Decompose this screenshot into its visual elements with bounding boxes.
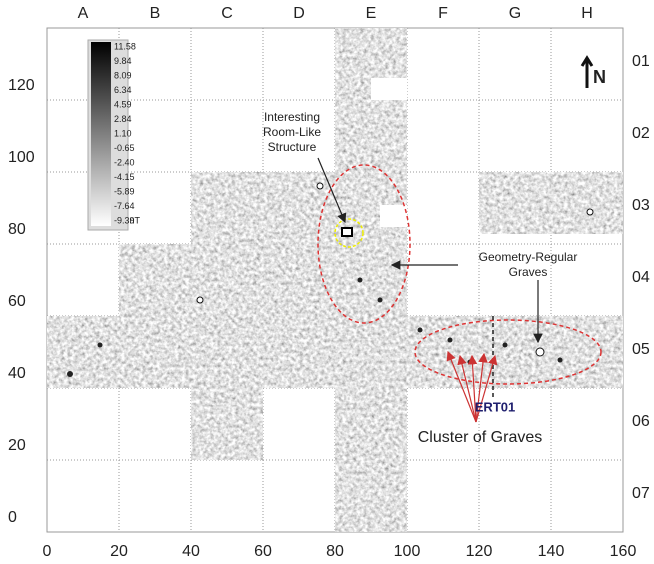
data-gap: [380, 205, 407, 227]
legend-label: -9.39: [114, 215, 135, 225]
legend-unit: nT: [129, 215, 140, 225]
colorbar: [91, 42, 111, 226]
survey-tiles: [47, 28, 623, 532]
x-tick-label: 100: [394, 543, 421, 560]
north-label: N: [593, 67, 606, 87]
column-label: C: [221, 5, 233, 22]
legend-label: -7.64: [114, 201, 135, 211]
x-tick-label: 40: [182, 543, 200, 560]
column-label: B: [150, 5, 161, 22]
annotation: Cluster of Graves: [418, 429, 542, 446]
column-label: H: [581, 5, 593, 22]
annotation: Interesting: [264, 110, 320, 124]
highlight-circle: [334, 218, 364, 248]
column-label: A: [78, 5, 89, 22]
y-tick-label: 60: [8, 293, 26, 310]
legend-label: -2.40: [114, 157, 135, 167]
legend-label: 1.10: [114, 128, 132, 138]
pointer-arrow: [317, 157, 347, 224]
annotation: Geometry-Regular: [479, 250, 578, 264]
x-tick-label: 140: [538, 543, 565, 560]
row-label: 03: [632, 197, 650, 214]
column-label: G: [509, 5, 521, 22]
y-tick-label: 40: [8, 365, 26, 382]
x-tick-label: 60: [254, 543, 272, 560]
y-tick-label: 20: [8, 437, 26, 454]
ert-label: ERT01: [475, 399, 515, 414]
highlight-ellipse: [414, 319, 602, 385]
row-label: 07: [632, 485, 650, 502]
y-tick-label: 80: [8, 221, 26, 238]
x-tick-label: 160: [610, 543, 637, 560]
data-gap: [371, 78, 407, 100]
row-label: 05: [632, 341, 650, 358]
anomalies: [196, 182, 594, 357]
legend-label: 2.84: [114, 114, 132, 124]
annotation: Graves: [509, 265, 548, 279]
x-tick-label: 20: [110, 543, 128, 560]
legend-label: -4.15: [114, 172, 135, 182]
legend-label: -5.89: [114, 186, 135, 196]
room-structure: [341, 227, 353, 237]
y-tick-label: 0: [8, 509, 17, 526]
x-tick-label: 80: [326, 543, 344, 560]
annotation: Room-Like: [263, 125, 321, 139]
row-label: 02: [632, 125, 650, 142]
column-label: D: [293, 5, 305, 22]
x-tick-label: 120: [466, 543, 493, 560]
x-tick-label: 0: [43, 543, 52, 560]
legend-label: 11.58: [114, 41, 136, 51]
legend-label: 4.59: [114, 99, 132, 109]
north-arrow: [580, 55, 594, 88]
legend-label: 9.84: [114, 56, 132, 66]
row-label: 01: [632, 53, 650, 70]
y-tick-label: 120: [8, 77, 35, 94]
legend-label: -0.65: [114, 143, 135, 153]
row-label: 06: [632, 413, 650, 430]
legend-label: 6.34: [114, 85, 132, 95]
column-label: E: [366, 5, 377, 22]
row-label: 04: [632, 269, 650, 286]
annotation: Structure: [268, 140, 317, 154]
cluster-arrows: [446, 350, 498, 423]
column-label: F: [438, 5, 448, 22]
y-tick-label: 100: [8, 149, 35, 166]
highlight-ellipse: [317, 164, 411, 324]
legend-label: 8.09: [114, 70, 132, 80]
dark-spots: [67, 277, 563, 377]
